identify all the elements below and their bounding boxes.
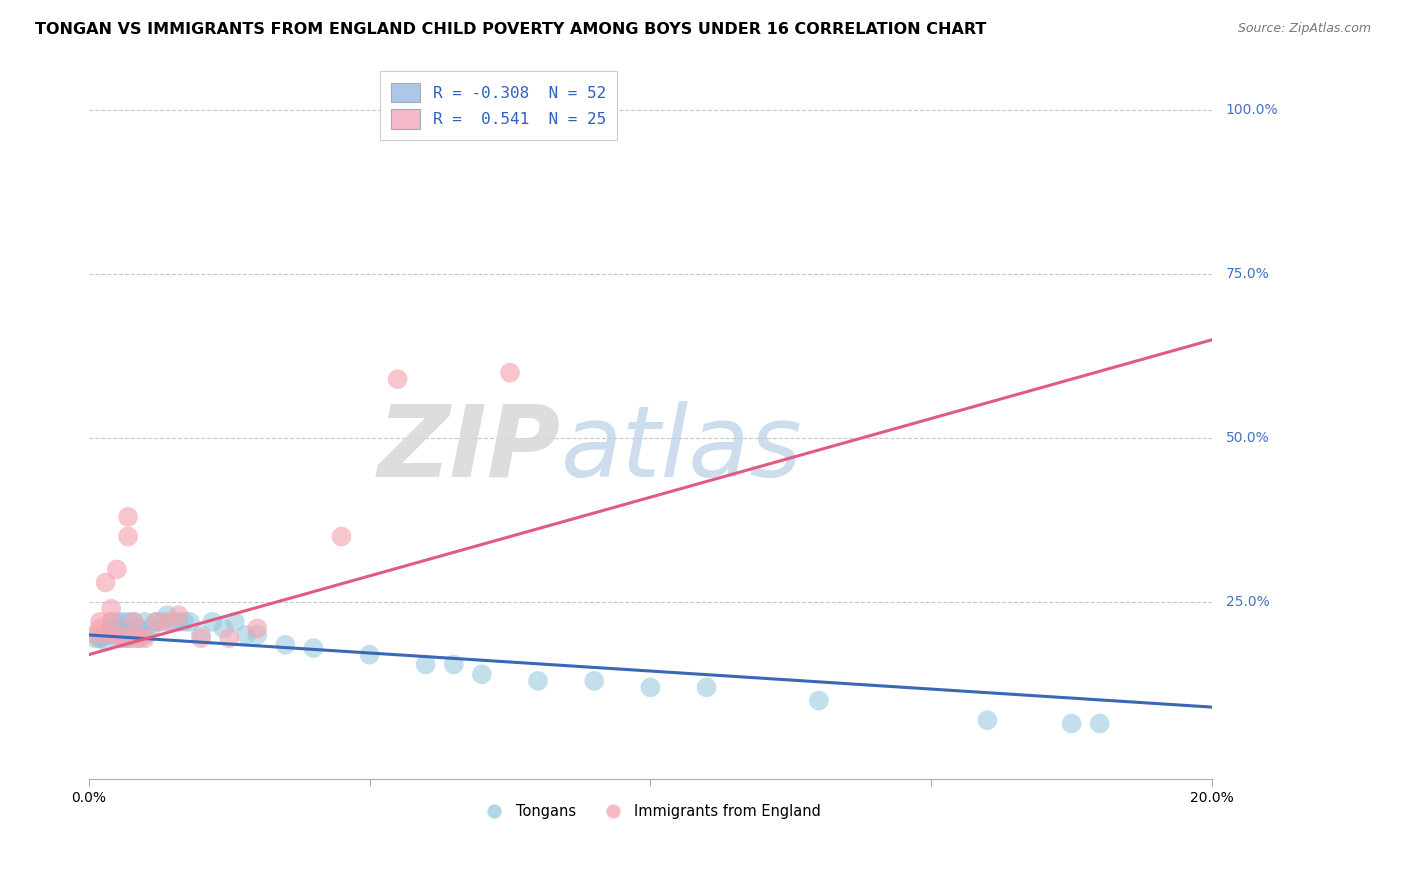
Point	[117, 632, 139, 646]
Point	[387, 372, 409, 386]
Point	[117, 530, 139, 544]
Point	[167, 608, 190, 623]
Point	[111, 632, 134, 646]
Point	[583, 673, 606, 688]
Point	[89, 632, 111, 646]
Point	[83, 628, 105, 642]
Point	[696, 681, 718, 695]
Point	[330, 530, 353, 544]
Point	[167, 615, 190, 629]
Text: 100.0%: 100.0%	[1226, 103, 1278, 117]
Point	[173, 615, 195, 629]
Point	[100, 601, 122, 615]
Text: Source: ZipAtlas.com: Source: ZipAtlas.com	[1237, 22, 1371, 36]
Point	[145, 615, 167, 629]
Point	[156, 615, 179, 629]
Point	[274, 638, 297, 652]
Point	[94, 628, 117, 642]
Point	[134, 615, 156, 629]
Point	[190, 632, 212, 646]
Point	[117, 509, 139, 524]
Point	[122, 615, 145, 629]
Point	[145, 615, 167, 629]
Point	[89, 615, 111, 629]
Point	[122, 615, 145, 629]
Point	[139, 621, 162, 635]
Point	[94, 628, 117, 642]
Point	[156, 608, 179, 623]
Point	[212, 621, 235, 635]
Point	[190, 628, 212, 642]
Text: 25.0%: 25.0%	[1226, 595, 1270, 609]
Point	[527, 673, 550, 688]
Point	[94, 634, 117, 648]
Point	[105, 628, 128, 642]
Point	[117, 632, 139, 646]
Point	[134, 628, 156, 642]
Text: 75.0%: 75.0%	[1226, 268, 1270, 281]
Point	[224, 615, 246, 629]
Point	[128, 632, 150, 646]
Text: 50.0%: 50.0%	[1226, 431, 1270, 445]
Point	[89, 632, 111, 646]
Point	[105, 628, 128, 642]
Point	[100, 615, 122, 629]
Point	[246, 621, 269, 635]
Point	[111, 615, 134, 629]
Point	[111, 621, 134, 635]
Point	[807, 693, 830, 707]
Point	[415, 657, 437, 672]
Point	[94, 628, 117, 642]
Point	[162, 615, 184, 629]
Point	[117, 615, 139, 629]
Legend: Tongans, Immigrants from England: Tongans, Immigrants from England	[474, 798, 827, 824]
Point	[976, 713, 998, 727]
Point	[499, 366, 522, 380]
Point	[111, 632, 134, 646]
Point	[201, 615, 224, 629]
Point	[83, 632, 105, 646]
Point	[443, 657, 465, 672]
Point	[122, 628, 145, 642]
Point	[89, 621, 111, 635]
Point	[302, 641, 325, 656]
Point	[134, 632, 156, 646]
Point	[94, 575, 117, 590]
Point	[640, 681, 662, 695]
Point	[246, 628, 269, 642]
Point	[100, 621, 122, 635]
Point	[100, 615, 122, 629]
Point	[179, 615, 201, 629]
Point	[359, 648, 381, 662]
Text: atlas: atlas	[561, 401, 803, 498]
Point	[105, 621, 128, 635]
Point	[128, 621, 150, 635]
Text: TONGAN VS IMMIGRANTS FROM ENGLAND CHILD POVERTY AMONG BOYS UNDER 16 CORRELATION : TONGAN VS IMMIGRANTS FROM ENGLAND CHILD …	[35, 22, 987, 37]
Point	[218, 632, 240, 646]
Point	[235, 628, 257, 642]
Point	[1088, 716, 1111, 731]
Point	[100, 628, 122, 642]
Point	[122, 632, 145, 646]
Point	[105, 562, 128, 576]
Point	[1060, 716, 1083, 731]
Point	[105, 615, 128, 629]
Point	[150, 615, 173, 629]
Point	[128, 632, 150, 646]
Text: ZIP: ZIP	[378, 401, 561, 498]
Point	[471, 667, 494, 681]
